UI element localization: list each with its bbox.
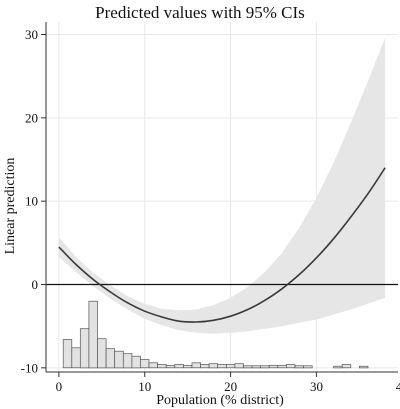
axes-group bbox=[41, 22, 398, 377]
histogram-bar bbox=[286, 364, 296, 369]
histogram-bar bbox=[88, 300, 98, 369]
histogram-bar bbox=[251, 365, 261, 369]
histogram-bar bbox=[62, 339, 73, 369]
histogram-bar bbox=[165, 364, 176, 369]
x-tick-label: 40 bbox=[396, 379, 400, 394]
x-tick-label: 10 bbox=[138, 379, 151, 394]
histogram-bar bbox=[105, 348, 116, 369]
histogram-bar bbox=[303, 365, 313, 369]
x-tick-label: 20 bbox=[224, 379, 237, 394]
histogram-bar bbox=[341, 364, 352, 369]
histogram-bar bbox=[359, 365, 369, 369]
ci-band bbox=[58, 37, 386, 334]
y-tick-label: 10 bbox=[25, 194, 38, 209]
histogram-bar bbox=[183, 364, 193, 369]
y-tick-label: -10 bbox=[21, 360, 38, 375]
histogram-bar bbox=[277, 364, 287, 369]
histogram-bar bbox=[260, 365, 270, 369]
histogram-bar bbox=[140, 359, 150, 369]
histogram-bar bbox=[234, 363, 244, 369]
fit-line-group bbox=[46, 167, 398, 323]
histogram-group bbox=[62, 300, 369, 369]
histogram-bar bbox=[114, 350, 124, 369]
histogram-bar bbox=[174, 364, 184, 369]
histogram-bar bbox=[79, 328, 90, 369]
tick-labels-group: 0 10 20 30 40 -10 0 10 20 30 bbox=[21, 27, 400, 394]
histogram-bar bbox=[294, 365, 304, 369]
histogram-bar bbox=[333, 365, 343, 369]
y-axis-label: Linear prediction bbox=[3, 158, 18, 255]
x-tick-label: 30 bbox=[310, 379, 323, 394]
x-axis-label: Population (% district) bbox=[156, 393, 284, 408]
histogram-bar bbox=[71, 347, 81, 369]
histogram-bar bbox=[122, 353, 133, 369]
histogram-bar bbox=[131, 355, 141, 369]
histogram-bar bbox=[217, 364, 227, 369]
y-tick-label: 0 bbox=[32, 277, 39, 292]
histogram-bar bbox=[200, 364, 210, 369]
histogram-bar bbox=[148, 362, 158, 369]
y-tick-label: 30 bbox=[25, 27, 38, 42]
chart-title: Predicted values with 95% CIs bbox=[95, 3, 305, 22]
histogram-bar bbox=[243, 365, 253, 369]
ci-band-group bbox=[58, 37, 386, 334]
histogram-bar bbox=[157, 364, 167, 369]
y-tick-label: 20 bbox=[25, 110, 38, 125]
histogram-bar bbox=[208, 363, 219, 369]
histogram-bar bbox=[191, 362, 201, 369]
x-tick-label: 0 bbox=[56, 379, 63, 394]
histogram-bar bbox=[268, 364, 279, 369]
histogram-bar bbox=[225, 364, 236, 369]
histogram-bar bbox=[97, 338, 107, 369]
fitted-line bbox=[58, 167, 386, 323]
